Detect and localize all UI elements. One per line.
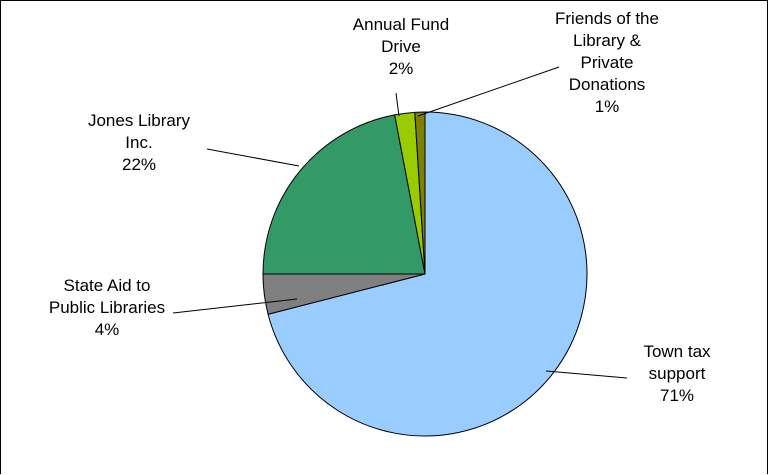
leader-line-3	[395, 92, 400, 117]
slice-label-3: Annual Fund Drive 2%	[353, 15, 449, 78]
slice-name-line: Inc.	[125, 133, 152, 152]
slices-layer	[262, 111, 588, 437]
slice-percent-label: 1%	[595, 97, 620, 116]
leader-line-1	[172, 298, 298, 314]
pie-slice-4	[414, 111, 426, 275]
slice-name-line: Drive	[381, 37, 421, 56]
slice-name-line: Library &	[573, 31, 642, 50]
slice-percent-label: 22%	[122, 155, 156, 174]
slice-name-line: Friends of the	[555, 9, 659, 28]
slice-percent-label: 71%	[660, 386, 694, 405]
leader-line-4	[417, 66, 560, 117]
slice-name-line: State Aid to	[64, 276, 151, 295]
slice-name-line: Donations	[569, 75, 646, 94]
slice-label-1: State Aid to Public Libraries 4%	[49, 276, 165, 339]
leader-line-0	[545, 370, 628, 379]
slice-percent-label: 2%	[389, 59, 414, 78]
pie-slice-2	[262, 114, 426, 275]
slice-name-line: Private	[581, 53, 634, 72]
slice-name-line: Town tax	[643, 342, 711, 361]
slice-name-line: Annual Fund	[353, 15, 449, 34]
slice-name-line: Public Libraries	[49, 298, 165, 317]
leader-lines-layer	[172, 66, 628, 379]
pie-slice-0	[267, 111, 588, 437]
slice-name-line: support	[649, 364, 706, 383]
slice-label-0: Town tax support 71%	[643, 342, 711, 405]
slice-label-2: Jones Library Inc. 22%	[88, 111, 191, 174]
slice-percent-label: 4%	[95, 320, 120, 339]
slice-label-4: Friends of the Library & Private Donations 1…	[555, 9, 659, 116]
labels-layer: Town tax support 71% State Aid to Public Lib…	[49, 9, 711, 405]
leader-line-2	[206, 148, 300, 167]
slice-name-line: Jones Library	[88, 111, 191, 130]
